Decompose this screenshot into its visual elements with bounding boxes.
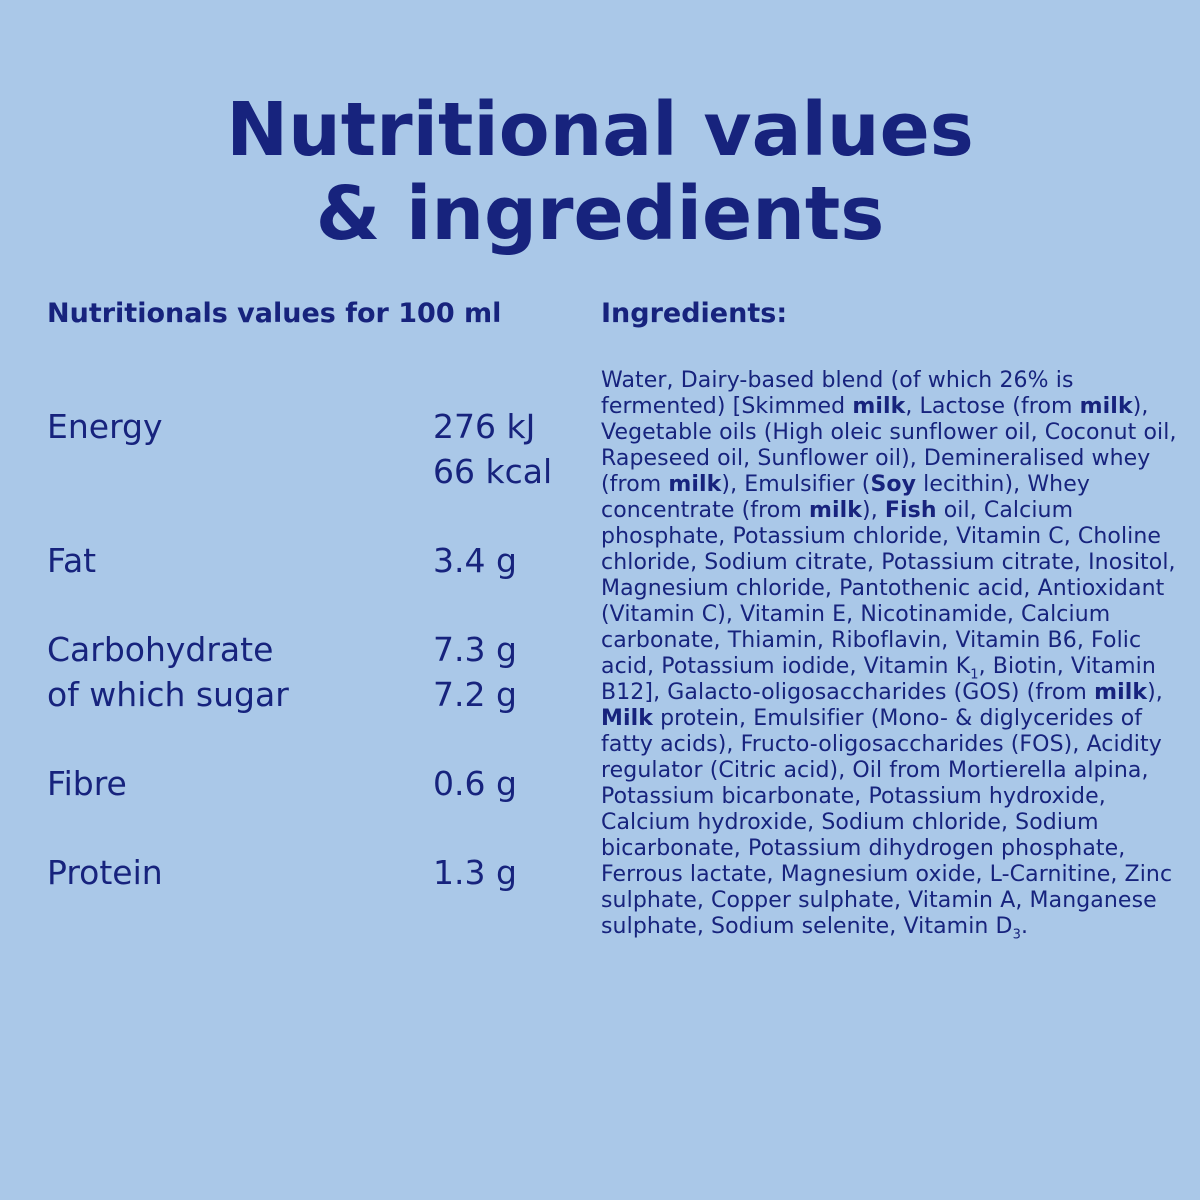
- allergen: Milk: [601, 706, 654, 731]
- nutrient-row: Energy 276 kJ: [47, 404, 587, 449]
- nutrient-label: Energy: [47, 407, 163, 446]
- nutrient-value: 7.3 g: [433, 630, 517, 669]
- ingredient-text: 1: [970, 667, 979, 683]
- nutrient-row: Carbohydrate 7.3 g: [47, 627, 587, 672]
- nutrient-group: Energy 276 kJ 66 kcal: [47, 404, 587, 494]
- nutrient-group: Carbohydrate 7.3 g of which sugar 7.2 g: [47, 627, 587, 717]
- ingredient-text: ),: [862, 498, 885, 523]
- ingredient-text: oil, Calcium phosphate, Potassium chlori…: [601, 498, 1176, 679]
- nutrient-row: Protein 1.3 g: [47, 850, 587, 895]
- ingredient-text: ),: [1147, 680, 1163, 705]
- ingredient-text: , Lactose (from: [905, 394, 1080, 419]
- nutrient-label: Fibre: [47, 764, 127, 803]
- ingredient-text: , Biotin, Vitamin B12], Galacto-oligosac…: [601, 654, 1156, 705]
- nutrient-value: 3.4 g: [433, 541, 517, 580]
- allergen: milk: [668, 472, 722, 497]
- allergen: milk: [852, 394, 906, 419]
- allergen: milk: [808, 498, 863, 523]
- ingredient-text: protein, Emulsifier (Mono- & diglyceride…: [601, 706, 1173, 939]
- ingredient-text: ), Vegetable oils (High oleic sunflower …: [601, 394, 1177, 497]
- nutrient-row: 66 kcal: [47, 449, 587, 494]
- allergen: Fish: [884, 498, 937, 523]
- ingredient-text: Water, Dairy-based blend (of which 26% i…: [601, 368, 1074, 419]
- ingredients-heading: Ingredients:: [601, 298, 788, 329]
- nutrient-row: Fat 3.4 g: [47, 538, 587, 583]
- nutrient-label: Fat: [47, 541, 97, 580]
- title-line: & ingredients: [315, 171, 885, 257]
- nutrition-table: Energy 276 kJ 66 kcal Fat 3.4 g Carbohydrate 7…: [47, 404, 587, 939]
- nutrient-row: Fibre 0.6 g: [47, 761, 587, 806]
- ingredient-text: .: [1020, 914, 1029, 939]
- nutrient-label: of which sugar: [47, 675, 289, 714]
- nutrient-label: Carbohydrate: [47, 630, 274, 669]
- ingredient-text: 3: [1012, 927, 1021, 943]
- nutrient-value: 276 kJ: [433, 407, 536, 446]
- ingredient-text: lecithin), Whey concentrate (from: [601, 472, 1090, 523]
- allergen: Soy: [870, 472, 917, 497]
- nutrient-value: 7.2 g: [433, 675, 517, 714]
- nutrition-heading: Nutritionals values for 100 ml: [47, 298, 502, 329]
- ingredient-text: ), Emulsifier (: [721, 472, 871, 497]
- nutrient-group: Fat 3.4 g: [47, 538, 587, 583]
- nutrient-value: 66 kcal: [433, 452, 553, 491]
- ingredients-text: Water, Dairy-based blend (of which 26% i…: [601, 368, 1186, 943]
- nutrient-value: 0.6 g: [433, 764, 517, 803]
- title-line: Nutritional values: [226, 87, 974, 173]
- nutrient-group: Protein 1.3 g: [47, 850, 587, 895]
- nutrient-group: Fibre 0.6 g: [47, 761, 587, 806]
- nutrient-row: of which sugar 7.2 g: [47, 672, 587, 717]
- allergen: milk: [1079, 394, 1133, 419]
- title: Nutritional values & ingredients: [0, 88, 1200, 256]
- allergen: milk: [1094, 680, 1148, 705]
- nutrient-value: 1.3 g: [433, 853, 517, 892]
- nutrient-label: Protein: [47, 853, 163, 892]
